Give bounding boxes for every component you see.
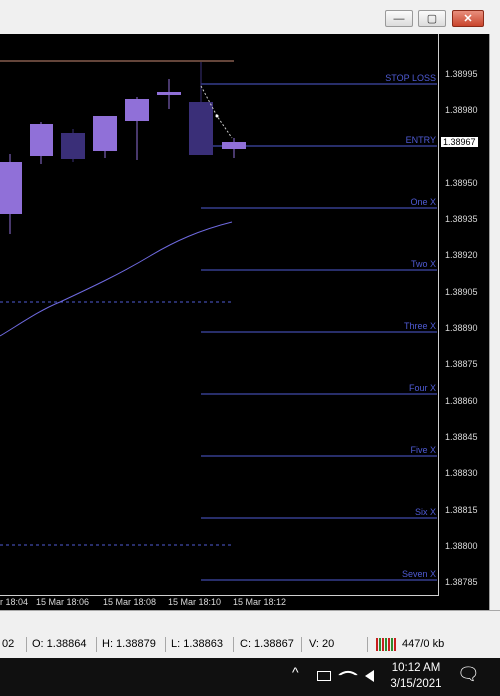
price-tick: 1.38875: [445, 359, 478, 369]
close-icon: ✕: [463, 13, 473, 25]
maximize-icon: ▢: [426, 13, 438, 25]
system-clock[interactable]: 10:12 AM 3/15/2021: [388, 660, 444, 692]
entry-label: ENTRY: [405, 135, 436, 145]
minimize-button[interactable]: —: [385, 10, 413, 27]
power-battery-icon[interactable]: [317, 671, 331, 681]
price-axis: 1.38995 1.38980 1.38967 1.38950 1.38935 …: [439, 34, 489, 596]
clock-date: 3/15/2021: [390, 678, 442, 690]
status-open: O: 1.38864: [32, 638, 87, 650]
status-separator: [165, 637, 166, 652]
status-separator: [301, 637, 302, 652]
price-tick: 1.38935: [445, 214, 478, 224]
status-close: C: 1.38867: [240, 638, 294, 650]
price-tick: 1.38995: [445, 69, 478, 79]
price-tick: 1.38860: [445, 396, 478, 406]
two-x-label: Two X: [410, 259, 436, 269]
seven-x-label: Seven X: [401, 569, 436, 579]
stop-loss-label: STOP LOSS: [385, 73, 436, 83]
status-separator: [26, 637, 27, 652]
clock-time: 10:12 AM: [391, 662, 441, 674]
connection-bars-icon[interactable]: [376, 638, 398, 651]
maximize-button[interactable]: ▢: [418, 10, 446, 27]
candle: [189, 62, 213, 155]
candle: [222, 138, 246, 158]
time-tick: 15 Mar 18:10: [168, 597, 222, 607]
status-time: 02: [2, 638, 15, 650]
price-tick: 1.38890: [445, 323, 478, 333]
status-separator: [96, 637, 97, 652]
status-high: H: 1.38879: [102, 638, 156, 650]
time-tick: r 18:04: [0, 597, 29, 607]
price-tick: 1.38980: [445, 105, 478, 115]
price-chart[interactable]: STOP LOSS ENTRY One X Two X Three X Four…: [0, 34, 439, 596]
price-tick: 1.38785: [445, 577, 478, 587]
price-tick: 1.38920: [445, 250, 478, 260]
price-tick: 1.38905: [445, 287, 478, 297]
close-button[interactable]: ✕: [452, 10, 484, 27]
trade-marker: [215, 114, 219, 118]
volume-icon[interactable]: [365, 670, 374, 682]
current-price-label: 1.38967: [441, 137, 478, 147]
four-x-label: Four X: [408, 383, 436, 393]
candle: [61, 129, 85, 162]
three-x-label: Three X: [403, 321, 436, 331]
candle: [157, 79, 181, 109]
candle: [0, 154, 22, 234]
six-x-label: Six X: [414, 507, 436, 517]
traffic-counter: 447/0 kb: [402, 638, 445, 650]
ohlc-row: 02 O: 1.38864 H: 1.38879 L: 1.38863 C: 1…: [0, 636, 500, 654]
price-tick: 1.38830: [445, 468, 478, 478]
chart-canvas: [0, 60, 437, 581]
status-bar: 02 O: 1.38864 H: 1.38879 L: 1.38863 C: 1…: [0, 610, 500, 658]
time-tick: 15 Mar 18:08: [103, 597, 157, 607]
candle: [30, 122, 53, 164]
price-tick: 1.38950: [445, 178, 478, 188]
status-separator: [367, 637, 368, 652]
time-axis: r 18:04 15 Mar 18:06 15 Mar 18:08 15 Mar…: [0, 596, 489, 610]
taskbar: ^ 10:12 AM 3/15/2021 🗨: [0, 658, 500, 696]
price-tick: 1.38800: [445, 541, 478, 551]
price-tick: 1.38815: [445, 505, 478, 515]
moving-average-line: [0, 221, 233, 337]
minimize-icon: —: [393, 12, 405, 25]
notification-icon[interactable]: 🗨: [457, 664, 480, 684]
time-tick: 15 Mar 18:12: [233, 597, 287, 607]
window-right-border: [489, 34, 500, 610]
wifi-icon[interactable]: [338, 665, 358, 685]
status-separator: [233, 637, 234, 652]
five-x-label: Five X: [410, 445, 436, 455]
status-volume: V: 20: [309, 638, 335, 650]
candle: [93, 116, 117, 158]
one-x-label: One X: [410, 197, 436, 207]
title-bar: — ▢ ✕: [0, 0, 500, 34]
price-tick: 1.38845: [445, 432, 478, 442]
chevron-up-icon[interactable]: ^: [292, 664, 299, 680]
candle: [125, 97, 149, 160]
status-low: L: 1.38863: [171, 638, 223, 650]
time-tick: 15 Mar 18:06: [36, 597, 90, 607]
